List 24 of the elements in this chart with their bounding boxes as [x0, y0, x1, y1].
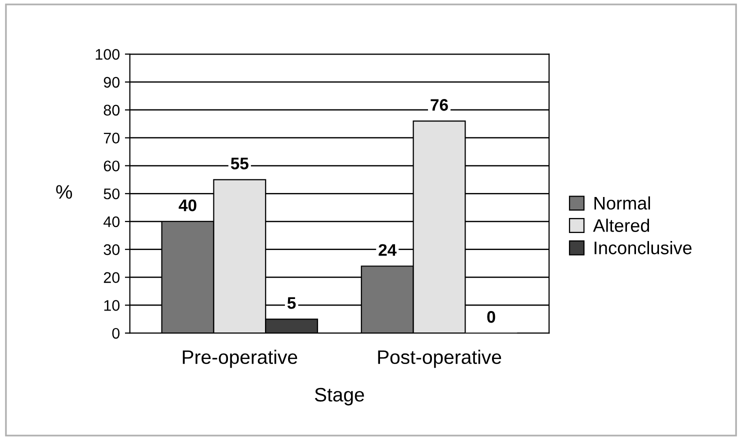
y-tick-label: 100 [96, 48, 120, 60]
y-tick-label: 80 [104, 104, 120, 116]
x-tick-label: Post-operative [378, 350, 502, 368]
data-label: 40 [178, 199, 196, 212]
legend-label: Inconclusive [594, 241, 692, 254]
data-label: 76 [430, 99, 448, 111]
legend-label: Normal [594, 196, 650, 210]
y-tick-label: 50 [104, 188, 120, 200]
data-label: 0 [487, 311, 496, 323]
data-label: 55 [230, 158, 248, 170]
y-tick-label: 10 [104, 300, 120, 311]
y-tick-label: 30 [104, 244, 120, 256]
data-label: 5 [287, 297, 296, 309]
y-tick-label: 90 [104, 76, 120, 88]
y-tick-label: 70 [104, 132, 120, 144]
x-axis-title: Stage [314, 388, 364, 406]
y-tick-label: 60 [104, 160, 120, 172]
y-tick-label: 0 [112, 328, 120, 339]
y-tick-label: 20 [104, 272, 120, 283]
legend-label: Altered [593, 218, 650, 232]
data-label: 24 [378, 244, 397, 256]
y-axis-title: % [56, 185, 72, 199]
y-tick-label: 40 [103, 216, 120, 228]
x-tick-label: Pre-operative [182, 350, 298, 368]
